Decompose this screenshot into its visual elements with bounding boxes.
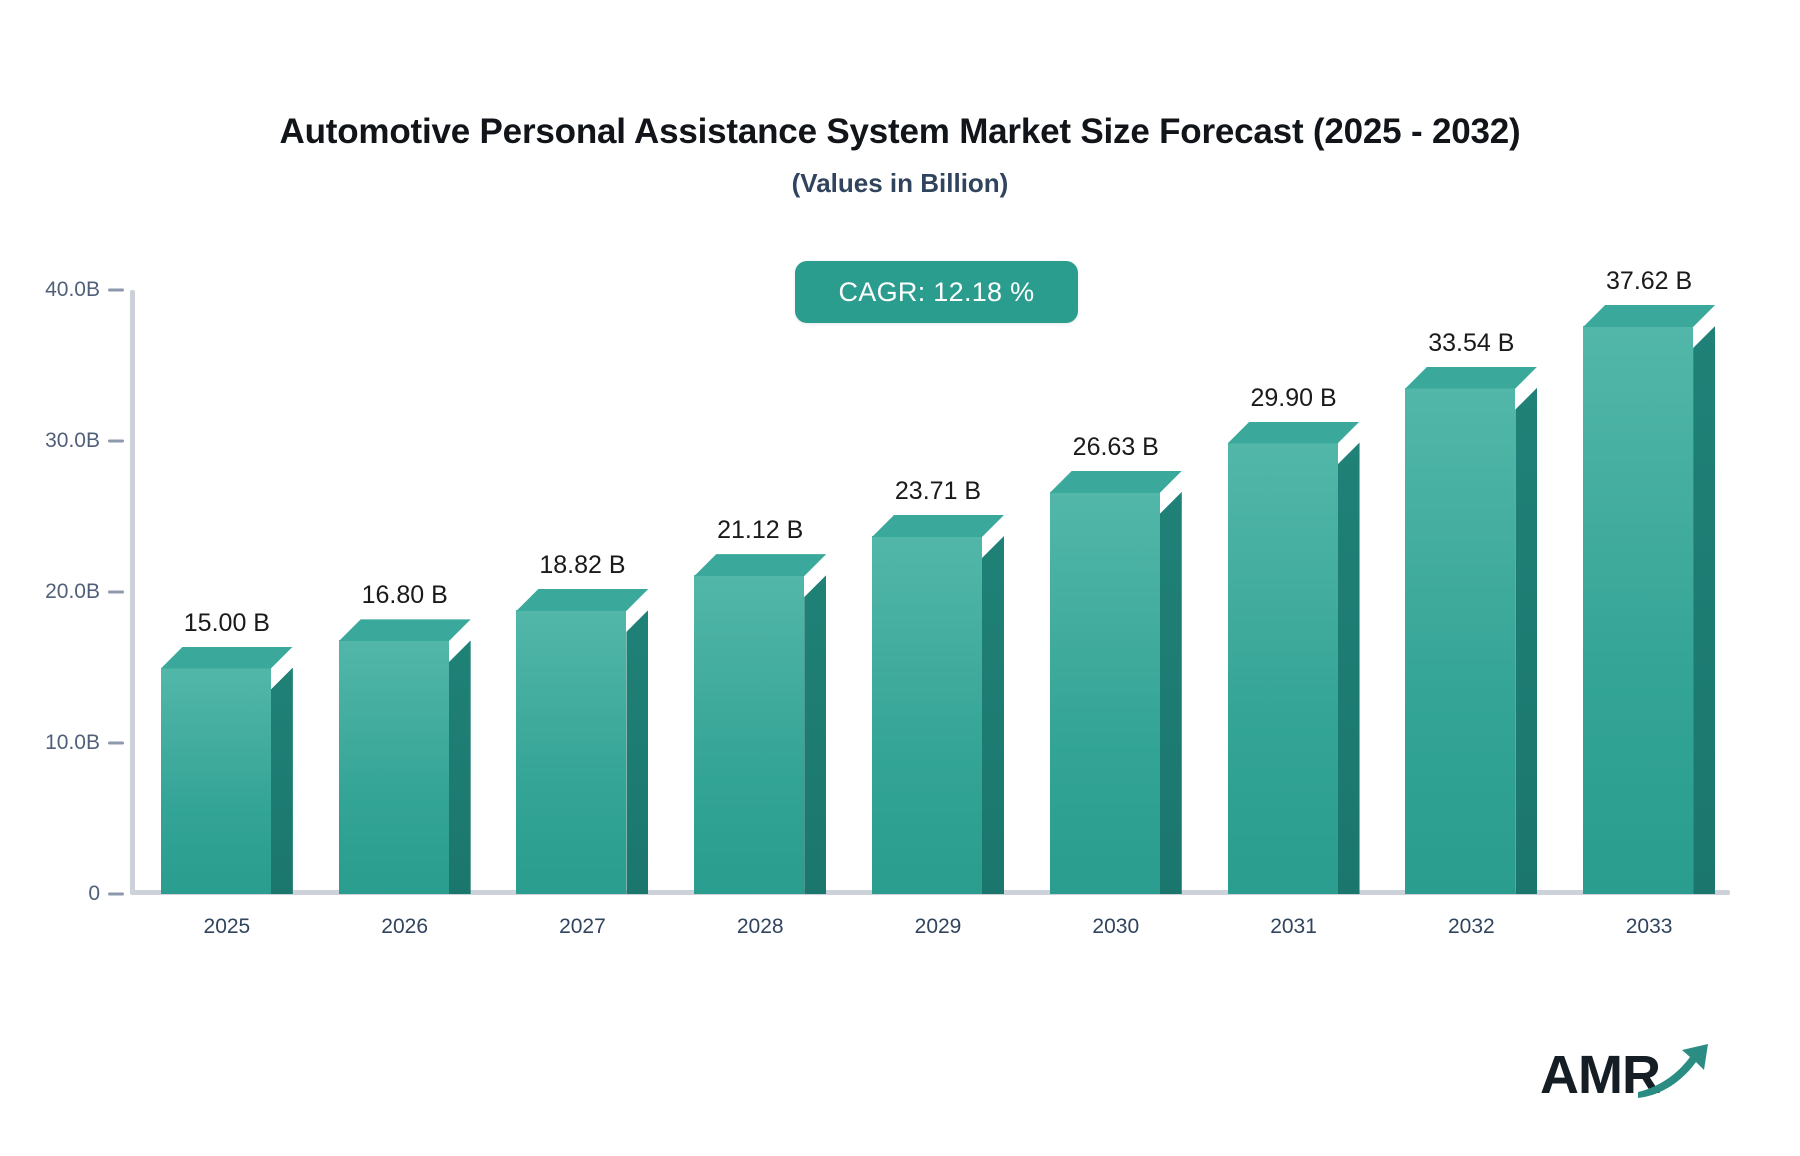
- bar-front-face: [1227, 442, 1338, 894]
- bar-front-face: [338, 640, 449, 894]
- x-axis-tick-label: 2031: [1270, 915, 1317, 938]
- bar-side-face: [626, 609, 649, 894]
- bar-front-face: [1583, 325, 1694, 894]
- bar-side-face: [270, 667, 293, 894]
- bar-top-face: [694, 554, 827, 577]
- y-axis-tick-mark: [108, 288, 124, 292]
- amr-logo: AMR: [1540, 1040, 1720, 1114]
- bar: [694, 553, 827, 894]
- bar: [1227, 421, 1360, 894]
- x-axis-tick-label: 2025: [203, 915, 251, 938]
- bar: [338, 618, 471, 894]
- y-axis-tick-mark: [108, 741, 124, 745]
- bar-side-face: [1515, 387, 1538, 894]
- chart-title: Automotive Personal Assistance System Ma…: [279, 112, 1521, 151]
- bar-value-label: 29.90 B: [1250, 383, 1337, 412]
- x-axis-tick-label: 2029: [914, 915, 962, 938]
- y-axis-tick-label: 30.0B: [45, 429, 100, 452]
- bar-side-face: [1337, 442, 1360, 894]
- bar-front-face: [872, 535, 982, 894]
- bar-front-face: [1049, 491, 1160, 894]
- bar-value-label: 26.63 B: [1072, 432, 1159, 461]
- bar-value-label: 21.12 B: [717, 516, 804, 545]
- bar: [1049, 470, 1182, 894]
- y-axis-tick-mark: [108, 590, 124, 594]
- bar-top-face: [1583, 304, 1716, 327]
- x-axis-tick-label: 2033: [1625, 915, 1673, 938]
- bar-side-face: [448, 640, 471, 894]
- bar-value-label: 37.62 B: [1606, 266, 1693, 295]
- bar-top-face: [516, 588, 649, 611]
- bar: [1405, 366, 1538, 894]
- bar: [872, 514, 1004, 894]
- bar-value-label: 16.80 B: [361, 581, 448, 610]
- bar-value-label: 33.54 B: [1428, 328, 1515, 357]
- bar-front-face: [694, 575, 805, 894]
- bar-front-face: [1405, 387, 1516, 894]
- bar-side-face: [1159, 491, 1182, 894]
- y-axis-tick-mark: [108, 439, 124, 443]
- y-axis-line: [130, 290, 135, 894]
- x-axis-tick-label: 2032: [1447, 915, 1495, 938]
- bar-top-face: [338, 619, 471, 642]
- y-axis-tick-label: 10.0B: [45, 731, 100, 754]
- bar-value-label: 15.00 B: [183, 608, 270, 637]
- y-axis-tick-label: 40.0B: [45, 278, 100, 301]
- bar-top-face: [1227, 421, 1360, 444]
- bar: [1583, 304, 1716, 894]
- x-axis-tick-label: 2027: [559, 915, 606, 938]
- bar-top-face: [1405, 366, 1538, 389]
- cagr-badge: CAGR: 12.18 %: [795, 261, 1078, 323]
- x-axis-tick-label: 2028: [736, 915, 784, 938]
- x-axis-tick-label: 2026: [381, 915, 429, 938]
- bar-top-face: [872, 514, 1004, 537]
- cagr-badge-label: CAGR: 12.18 %: [838, 276, 1035, 307]
- chart-subtitle: (Values in Billion): [791, 168, 1009, 198]
- bar-side-face: [804, 575, 827, 894]
- y-axis-tick-label: 20.0B: [45, 580, 100, 603]
- x-axis-tick-label: 2030: [1092, 915, 1140, 938]
- plot-area: 15.00 B 16.80 B 18.82 B 21.12 B 23.71 B 26.63…: [130, 267, 1730, 895]
- bar-value-label: 18.82 B: [539, 550, 626, 579]
- bar: [516, 588, 649, 894]
- bar-side-face: [982, 535, 1004, 894]
- bar-value-label: 23.71 B: [894, 476, 982, 505]
- y-axis-tick-mark: [108, 892, 124, 896]
- bar-front-face: [516, 609, 627, 894]
- bar-top-face: [160, 646, 293, 669]
- bar-front-face: [160, 667, 271, 894]
- growth-arrow-icon: [1638, 1044, 1708, 1098]
- bar-top-face: [1049, 470, 1182, 493]
- bar: [160, 646, 293, 894]
- bar-side-face: [1693, 325, 1716, 894]
- y-axis-tick-label: 0: [88, 882, 100, 905]
